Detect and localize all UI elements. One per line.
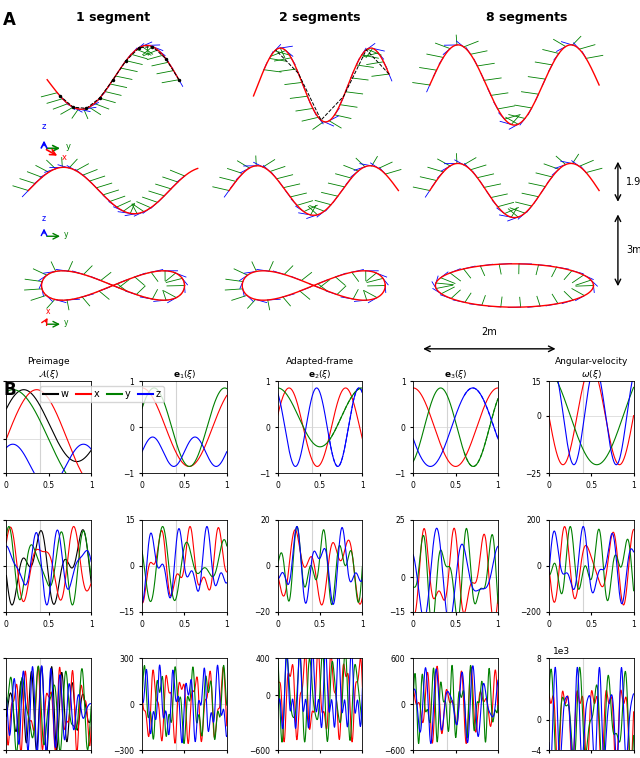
Text: A: A xyxy=(3,11,16,29)
Text: 3m: 3m xyxy=(626,246,640,255)
Text: x: x xyxy=(45,307,50,315)
Text: x: x xyxy=(61,152,67,161)
Text: 8 segments: 8 segments xyxy=(486,11,568,24)
Text: 2 segments: 2 segments xyxy=(279,11,361,24)
Text: y: y xyxy=(64,318,68,327)
Text: 1e3: 1e3 xyxy=(553,647,570,656)
Text: 1 segment: 1 segment xyxy=(76,11,150,24)
Text: z: z xyxy=(42,122,46,131)
Text: 1.9m: 1.9m xyxy=(626,177,640,186)
Legend: w, x, y, z: w, x, y, z xyxy=(40,386,164,402)
Title: $\mathbf{e}_3(\xi)$: $\mathbf{e}_3(\xi)$ xyxy=(444,368,467,381)
Title: $\mathbf{e}_1(\xi)$: $\mathbf{e}_1(\xi)$ xyxy=(173,368,196,381)
Title: Preimage
$\mathcal{A}(\xi)$: Preimage $\mathcal{A}(\xi)$ xyxy=(28,357,70,381)
Title: Angular-velocity
$\omega(\xi)$: Angular-velocity $\omega(\xi)$ xyxy=(554,357,628,381)
Text: B: B xyxy=(3,381,16,399)
Text: 2m: 2m xyxy=(481,327,497,337)
Text: y: y xyxy=(64,230,68,239)
Text: y: y xyxy=(66,142,71,151)
Title: Adapted-frame
$\mathbf{e}_2(\xi)$: Adapted-frame $\mathbf{e}_2(\xi)$ xyxy=(286,357,354,381)
Text: z: z xyxy=(42,215,45,224)
